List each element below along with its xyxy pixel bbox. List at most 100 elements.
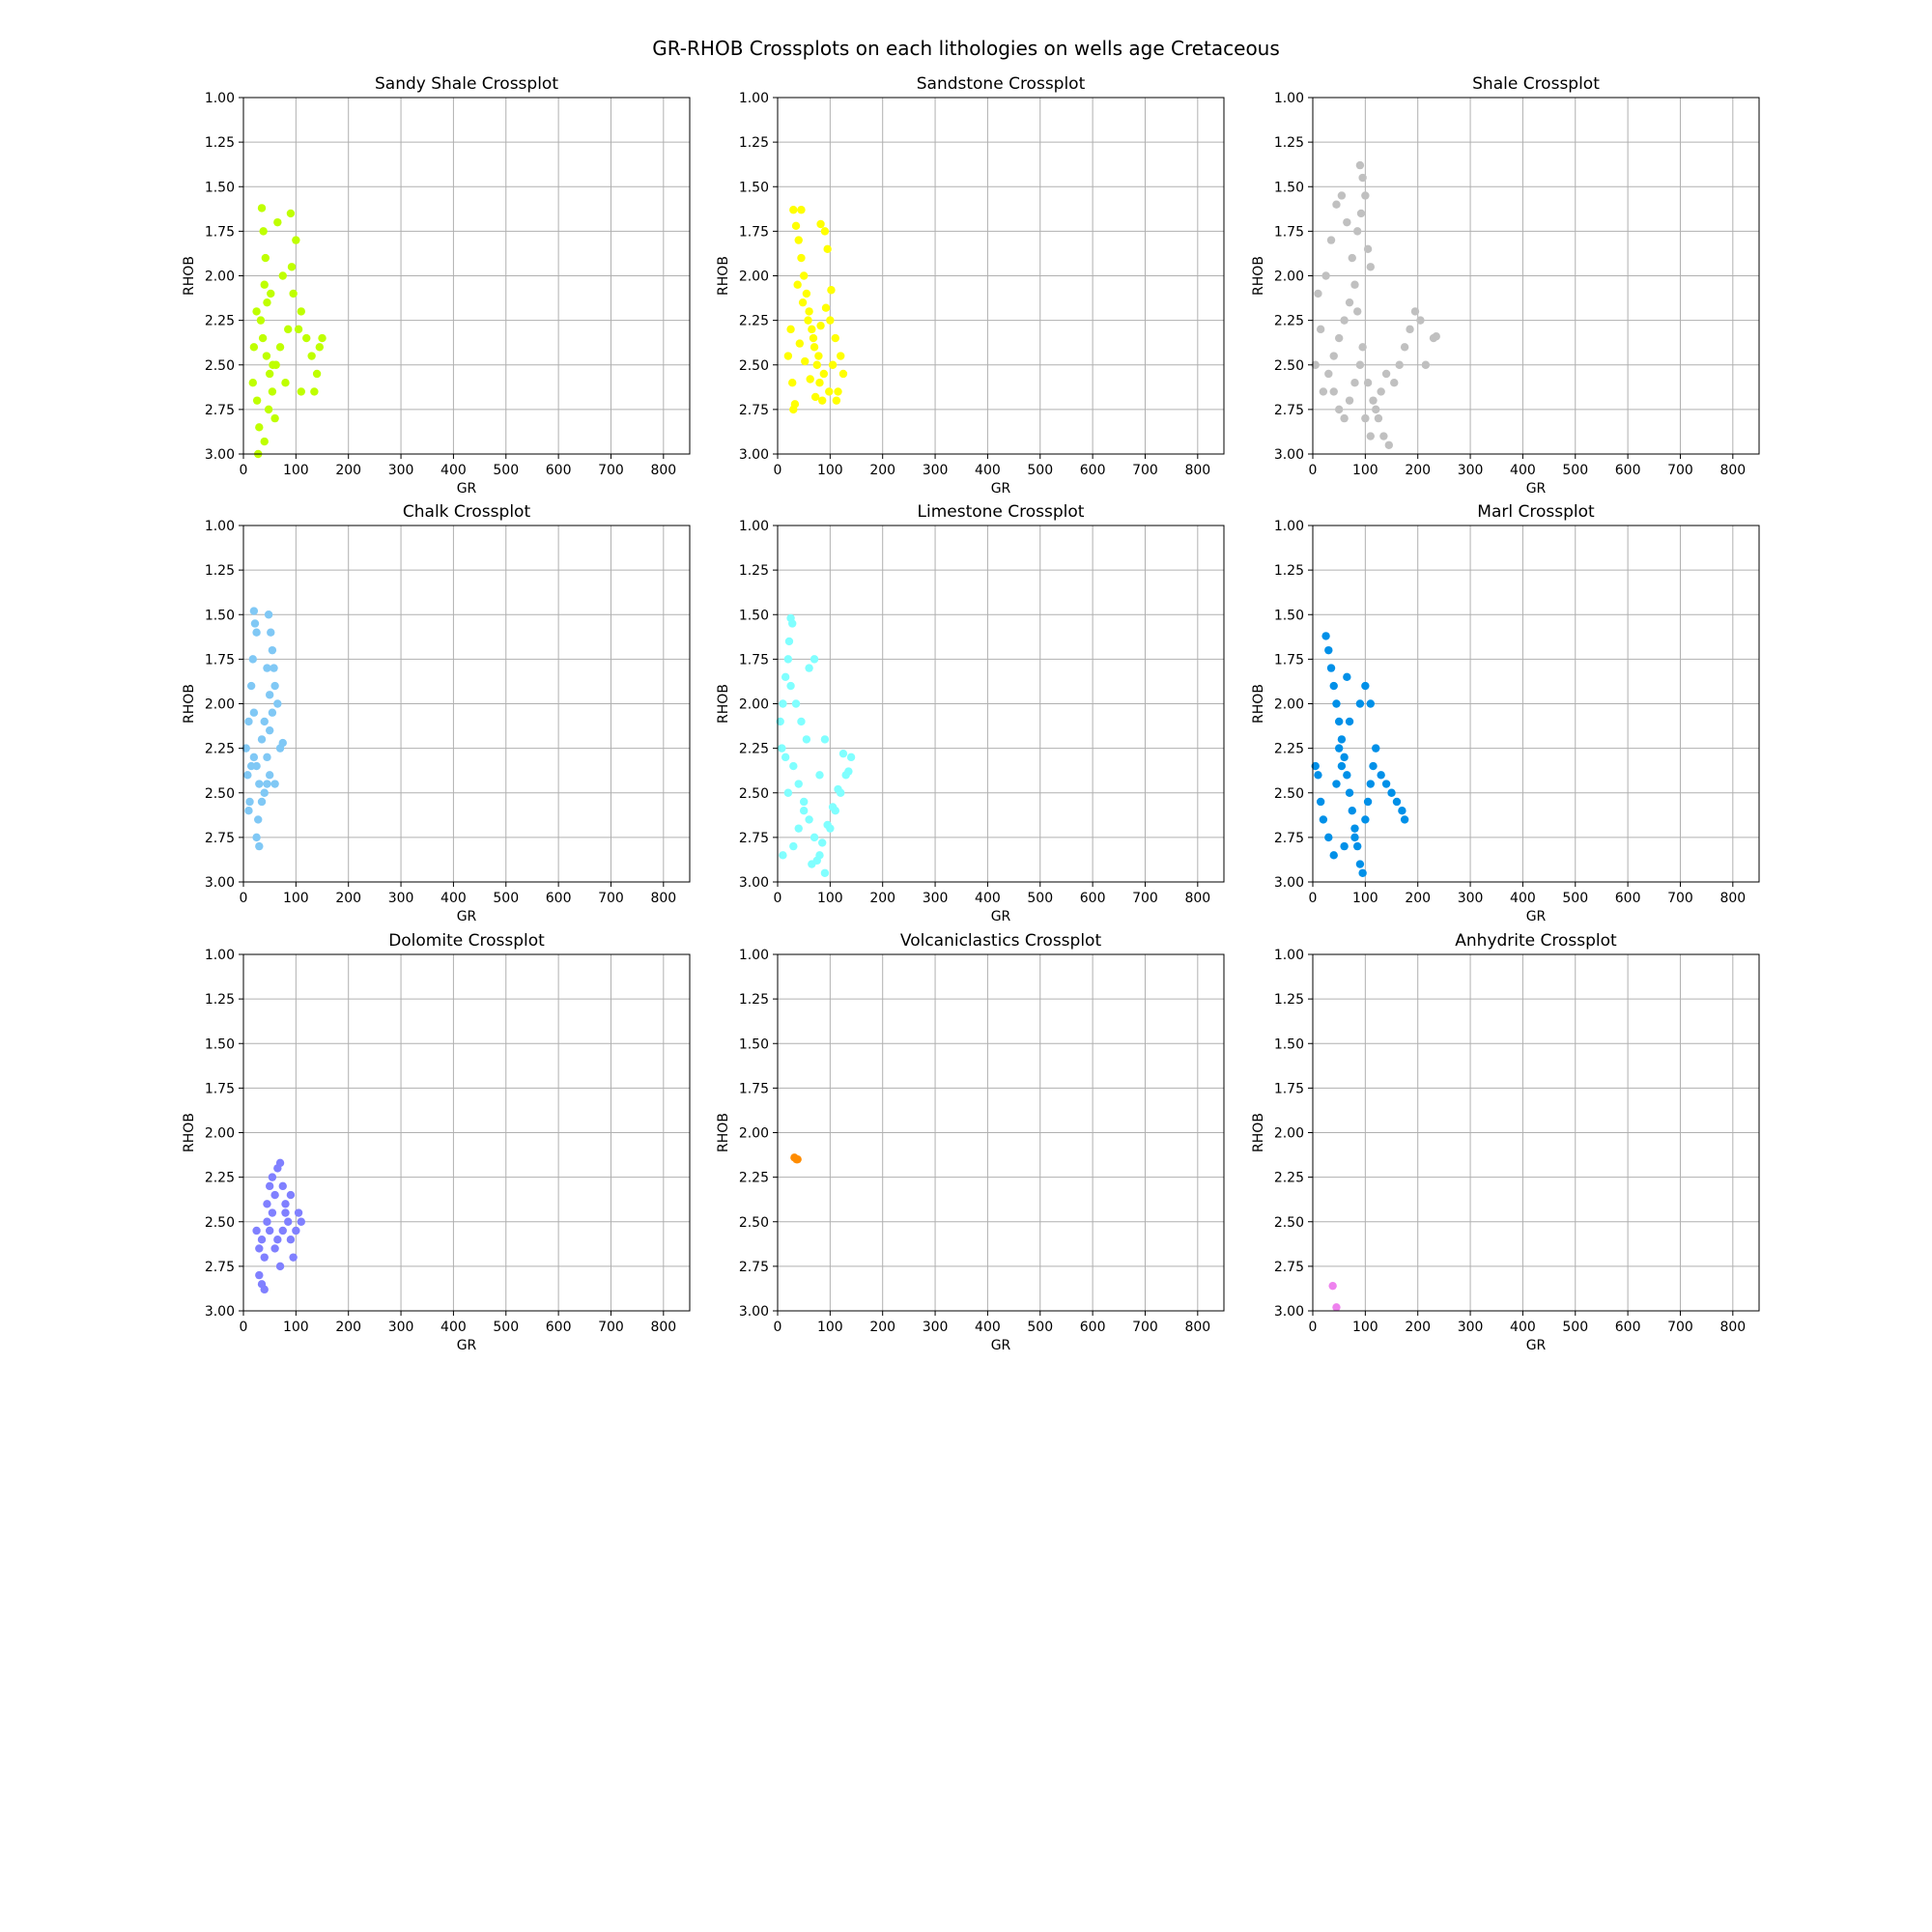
panel-title: Shale Crossplot bbox=[1472, 74, 1600, 94]
x-tick-label: 300 bbox=[1458, 891, 1484, 906]
y-tick-label: 2.50 bbox=[205, 358, 235, 374]
x-tick-label: 400 bbox=[975, 1320, 1001, 1335]
scatter-point bbox=[827, 286, 836, 295]
y-tick-label: 1.25 bbox=[1274, 563, 1304, 579]
x-tick-label: 100 bbox=[1352, 463, 1378, 478]
scatter-point bbox=[815, 379, 824, 387]
scatter-point bbox=[1348, 253, 1356, 263]
y-axis-label: RHOB bbox=[1251, 1113, 1266, 1152]
x-tick-label: 200 bbox=[1405, 463, 1431, 478]
x-tick-label: 300 bbox=[923, 463, 949, 478]
scatter-point bbox=[273, 1236, 282, 1244]
scatter-point bbox=[244, 717, 253, 726]
x-tick-label: 500 bbox=[493, 463, 519, 478]
y-tick-label: 2.50 bbox=[739, 358, 769, 374]
scatter-point bbox=[820, 227, 830, 236]
y-tick-label: 2.50 bbox=[1274, 786, 1304, 802]
y-tick-label: 1.25 bbox=[205, 992, 235, 1008]
scatter-point bbox=[786, 325, 795, 334]
scatter-point bbox=[1340, 753, 1349, 762]
scatter-point bbox=[816, 219, 825, 229]
scatter-point bbox=[794, 236, 803, 244]
scatter-point bbox=[1329, 851, 1338, 860]
y-tick-label: 2.25 bbox=[739, 1171, 769, 1186]
scatter-point bbox=[1350, 833, 1359, 842]
x-tick-label: 600 bbox=[546, 463, 572, 478]
y-tick-label: 2.25 bbox=[739, 314, 769, 329]
scatter-point bbox=[260, 1285, 269, 1294]
x-tick-label: 600 bbox=[546, 1320, 572, 1335]
x-tick-label: 700 bbox=[1667, 1320, 1693, 1335]
scatter-point bbox=[275, 1158, 285, 1168]
y-tick-label: 1.50 bbox=[739, 1037, 769, 1052]
scatter-point bbox=[268, 645, 277, 655]
x-tick-label: 700 bbox=[598, 1320, 624, 1335]
y-tick-label: 1.50 bbox=[739, 180, 769, 195]
scatter-point bbox=[249, 343, 259, 352]
x-tick-label: 800 bbox=[1719, 1320, 1746, 1335]
y-tick-label: 2.00 bbox=[739, 697, 769, 713]
scatter-point bbox=[788, 619, 797, 628]
scatter-point bbox=[281, 1208, 290, 1217]
y-tick-label: 1.50 bbox=[1274, 608, 1304, 623]
scatter-point bbox=[1406, 325, 1414, 334]
y-tick-label: 1.75 bbox=[205, 1081, 235, 1096]
scatter-point bbox=[1384, 440, 1394, 449]
y-axis-label: RHOB bbox=[182, 1113, 197, 1152]
y-tick-label: 2.25 bbox=[1274, 1171, 1304, 1186]
scatter-point bbox=[1400, 343, 1409, 352]
scatter-point bbox=[246, 681, 256, 691]
x-axis-label: GR bbox=[991, 481, 1011, 497]
scatter-point bbox=[281, 379, 290, 387]
x-axis-label: GR bbox=[1526, 1338, 1547, 1353]
scatter-point bbox=[1366, 263, 1375, 271]
y-tick-label: 2.50 bbox=[1274, 1215, 1304, 1231]
x-axis-label: GR bbox=[457, 1338, 477, 1353]
scatter-point bbox=[819, 369, 829, 379]
scatter-point bbox=[1337, 761, 1347, 771]
x-tick-label: 800 bbox=[1719, 463, 1746, 478]
y-tick-label: 1.25 bbox=[205, 135, 235, 151]
scatter-point bbox=[1340, 316, 1349, 325]
scatter-point bbox=[257, 797, 267, 807]
scatter-point bbox=[808, 325, 816, 334]
y-tick-label: 2.00 bbox=[1274, 1126, 1304, 1142]
scatter-point bbox=[1358, 343, 1367, 352]
y-tick-label: 1.25 bbox=[739, 992, 769, 1008]
scatter-point bbox=[818, 838, 827, 847]
x-tick-label: 700 bbox=[1667, 891, 1693, 906]
y-tick-label: 2.25 bbox=[205, 742, 235, 757]
x-tick-label: 100 bbox=[817, 463, 843, 478]
scatter-point bbox=[1387, 788, 1396, 797]
x-tick-label: 600 bbox=[546, 891, 572, 906]
scatter-point bbox=[816, 321, 825, 330]
scatter-point bbox=[810, 655, 819, 664]
y-tick-label: 2.25 bbox=[1274, 742, 1304, 757]
x-tick-label: 300 bbox=[388, 463, 414, 478]
scatter-point bbox=[243, 771, 252, 780]
y-tick-label: 3.00 bbox=[205, 875, 235, 891]
scatter-point bbox=[270, 413, 279, 423]
crossplot-panel-9: 0 100 200 300 400 500 600 700 800 1.00 1.25 1.50 1.7… bbox=[1251, 931, 1760, 1353]
scatter-point bbox=[1314, 289, 1322, 298]
scatter-point bbox=[1329, 352, 1338, 360]
scatter-point bbox=[1337, 191, 1347, 200]
scatter-point bbox=[255, 423, 264, 432]
x-tick-label: 100 bbox=[1352, 1320, 1378, 1335]
y-tick-label: 1.25 bbox=[1274, 992, 1304, 1008]
y-tick-label: 2.00 bbox=[1274, 697, 1304, 713]
y-tick-label: 2.25 bbox=[1274, 314, 1304, 329]
scatter-point bbox=[259, 227, 268, 236]
scatter-point bbox=[802, 735, 811, 744]
scatter-point bbox=[260, 717, 269, 726]
scatter-point bbox=[781, 753, 790, 762]
scatter-point bbox=[814, 352, 823, 360]
y-tick-label: 1.00 bbox=[739, 948, 769, 963]
scatter-point bbox=[278, 271, 287, 280]
y-tick-label: 2.50 bbox=[205, 786, 235, 802]
y-axis-label: RHOB bbox=[182, 256, 197, 296]
scatter-point bbox=[255, 780, 264, 788]
scatter-point bbox=[1334, 717, 1344, 726]
scatter-point bbox=[828, 360, 838, 369]
y-axis-label: RHOB bbox=[1251, 684, 1266, 724]
